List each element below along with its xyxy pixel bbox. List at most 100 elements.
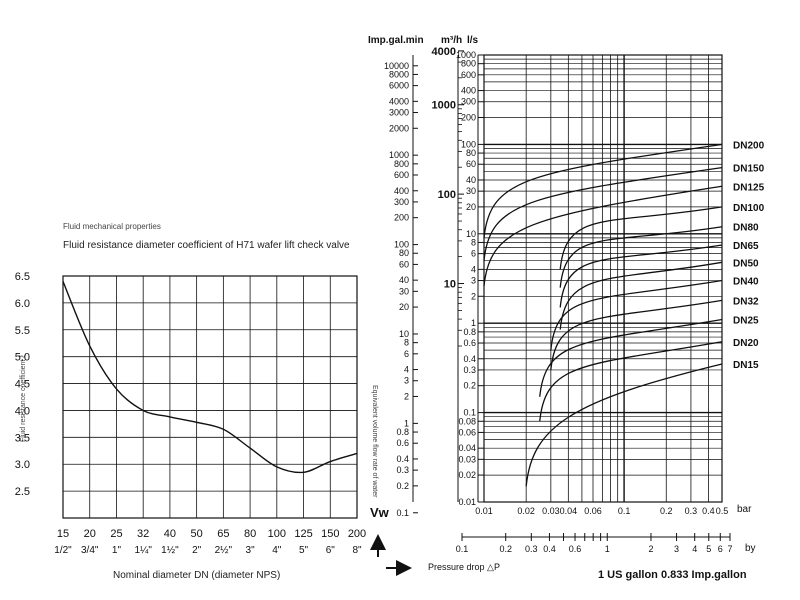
ls-tick-label: 0.04 <box>458 443 476 453</box>
bar-tick-label: 0.06 <box>584 506 602 516</box>
flow-curve-dn65 <box>559 244 723 308</box>
ls-tick-label: 0.3 <box>463 365 476 375</box>
y-tick-label: 3.0 <box>15 459 30 471</box>
imp-tick-label: 10 <box>399 329 409 339</box>
imp-tick-label: 4000 <box>389 96 409 106</box>
by-tick-label: 3 <box>674 544 679 554</box>
ls-tick-label: 0.02 <box>458 470 476 480</box>
x-tick-label-dn: 80 <box>244 528 256 540</box>
series-label-dn150: DN150 <box>733 164 765 175</box>
left-chart-xlabel: Nominal diameter DN (diameter NPS) <box>113 570 281 581</box>
ls-tick-label: 20 <box>466 202 476 212</box>
m3h-tick-label: 1000 <box>432 100 456 112</box>
pressure-label: Pressure drop △P <box>428 562 500 572</box>
y-tick-label: 5.5 <box>15 325 30 337</box>
by-tick-label: 0.4 <box>543 544 556 554</box>
x-tick-label-dn: 20 <box>84 528 96 540</box>
ls-tick-label: 400 <box>461 86 476 96</box>
imp-tick-label: 40 <box>399 275 409 285</box>
ls-tick-label: 0.8 <box>463 327 476 337</box>
ls-tick-label: 600 <box>461 70 476 80</box>
by-tick-label: 4 <box>692 544 697 554</box>
plot-frame <box>483 54 723 503</box>
imp-tick-label: 8 <box>404 338 409 348</box>
col-head-m3h: m³/h <box>441 35 463 46</box>
x-tick-label-nps: 1½" <box>161 545 179 556</box>
imp-tick-label: 4 <box>404 365 409 375</box>
resistance-curve <box>62 281 358 474</box>
y-tick-label: 3.5 <box>15 432 30 444</box>
by-tick-label: 0.6 <box>569 544 582 554</box>
x-tick-label-dn: 200 <box>348 528 366 540</box>
x-tick-label-dn: 40 <box>164 528 176 540</box>
left-chart-title: Fluid resistance diameter coefficient of… <box>63 240 350 251</box>
series-label-dn20: DN20 <box>733 338 759 349</box>
m3h-tick-label: 100 <box>438 189 456 201</box>
by-tick-label: 5 <box>706 544 711 554</box>
imp-tick-label: 60 <box>399 259 409 269</box>
y-tick-label: 4.5 <box>15 379 30 391</box>
ls-tick-label: 1 <box>471 318 476 328</box>
ls-tick-label: 100 <box>461 139 476 149</box>
resistance-coefficient-chart: 6.5 6.0 5.5 5.0 4.5 4.0 3.5 3.0 2.5 15 20 25 32 40 50 6… <box>15 271 366 556</box>
x-tick-label-dn: 25 <box>110 528 122 540</box>
m3h-tick-label: 10 <box>444 279 456 291</box>
series-label-dn125: DN125 <box>733 182 765 193</box>
imp-tick-label: 8000 <box>389 69 409 79</box>
section-caption: Fluid mechanical properties <box>63 222 161 231</box>
y-tick-label: 5.0 <box>15 352 30 364</box>
series-label-dn100: DN100 <box>733 203 765 214</box>
flow-curve-dn15 <box>525 363 723 487</box>
imp-tick-label: 2 <box>404 391 409 401</box>
imp-tick-label: 300 <box>394 197 409 207</box>
imp-tick-label: 6 <box>404 349 409 359</box>
ls-tick-label: 0.2 <box>463 381 476 391</box>
imp-tick-label: 100 <box>394 240 409 250</box>
imp-tick-label: 6000 <box>389 81 409 91</box>
bar-tick-label: 0.1 <box>618 506 631 516</box>
bar-tick-label: 0.03 <box>542 506 560 516</box>
x-tick-label-dn: 150 <box>321 528 339 540</box>
ls-tick-label: 30 <box>466 186 476 196</box>
x-tick-label-nps: 4" <box>272 545 282 556</box>
by-tick-label: 2 <box>648 544 653 554</box>
ls-tick-label: 10 <box>466 229 476 239</box>
ls-tick-label: 80 <box>466 148 476 158</box>
imp-tick-label: 0.4 <box>396 454 409 464</box>
series-label-dn40: DN40 <box>733 277 759 288</box>
x-tick-label-dn: 50 <box>191 528 203 540</box>
ls-tick-label: 0.06 <box>458 427 476 437</box>
flow-curve-dn200 <box>483 143 723 238</box>
imp-tick-label: 2000 <box>389 123 409 133</box>
x-tick-label-nps: 6" <box>326 545 336 556</box>
x-tick-label-nps: 1" <box>112 545 122 556</box>
by-unit: by <box>745 543 756 554</box>
y-tick-label: 6.5 <box>15 271 30 283</box>
imp-tick-label: 0.2 <box>396 481 409 491</box>
imp-tick-label: 400 <box>394 186 409 196</box>
imp-tick-label: 30 <box>399 286 409 296</box>
y-tick-label: 6.0 <box>15 298 30 310</box>
by-tick-label: 6 <box>718 544 723 554</box>
series-label-dn50: DN50 <box>733 258 759 269</box>
ls-tick-label: 60 <box>466 159 476 169</box>
by-tick-label: 0.1 <box>456 544 469 554</box>
x-tick-label-nps: 1¼" <box>134 544 152 556</box>
flow-curve-dn50 <box>559 261 723 330</box>
col-head-ls: l/s <box>467 35 479 46</box>
imp-tick-label: 600 <box>394 170 409 180</box>
series-label-dn200: DN200 <box>733 140 765 151</box>
x-tick-label-nps: 5" <box>299 545 309 556</box>
x-tick-label-nps: 1/2" <box>54 545 72 556</box>
ls-tick-label: 1000 <box>456 50 476 60</box>
imp-tick-label: 0.1 <box>396 508 409 518</box>
ls-tick-label: 6 <box>471 249 476 259</box>
flow-curve-dn100 <box>559 206 723 270</box>
y-tick-label: 2.5 <box>15 486 30 498</box>
imp-tick-label: 800 <box>394 159 409 169</box>
bar-tick-label: 0.4 <box>702 506 715 516</box>
by-tick-label: 0.3 <box>525 544 538 554</box>
col-head-imp: Imp.gal.min <box>368 35 424 46</box>
ls-tick-label: 300 <box>461 97 476 107</box>
bar-tick-label: 0.02 <box>517 506 535 516</box>
